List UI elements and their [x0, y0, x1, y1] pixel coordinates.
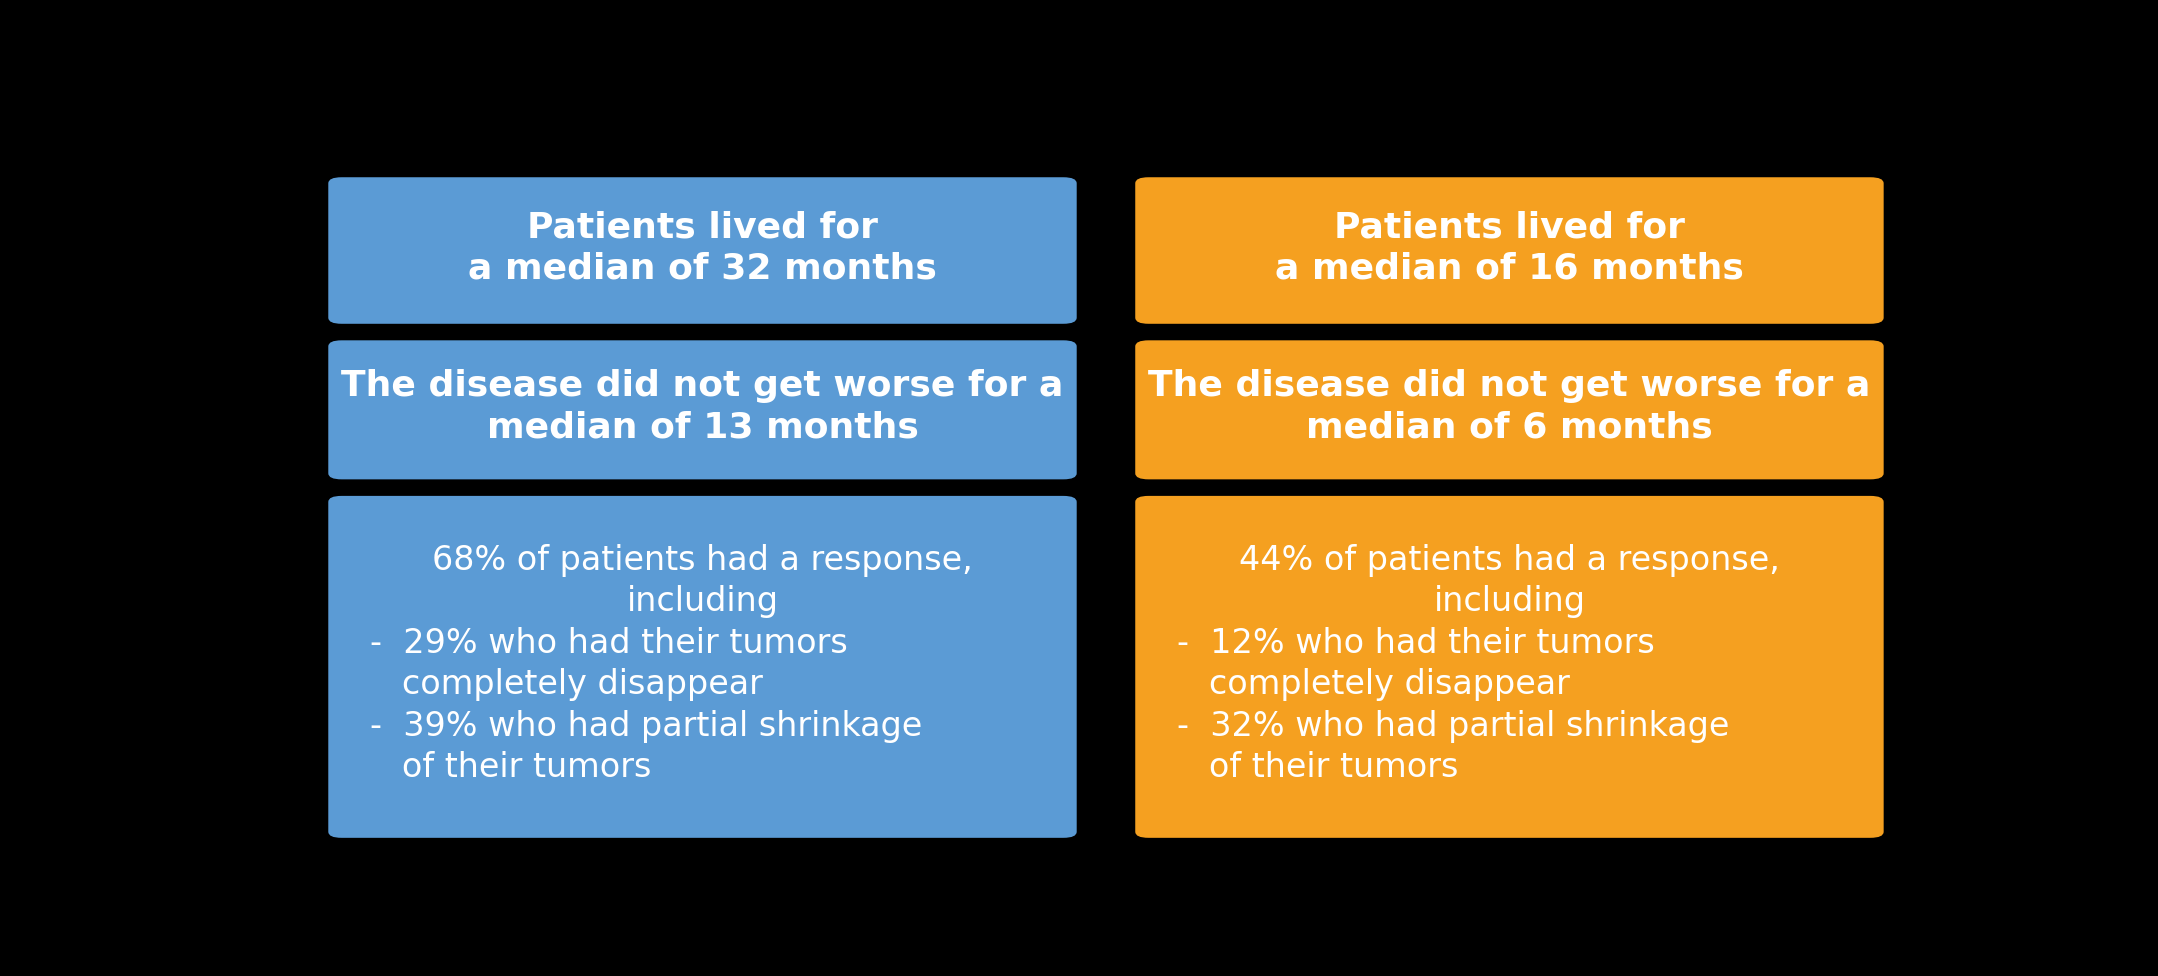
- Text: -  32% who had partial shrinkage: - 32% who had partial shrinkage: [1176, 710, 1729, 743]
- Text: a median of 32 months: a median of 32 months: [468, 252, 937, 286]
- Text: of their tumors: of their tumors: [371, 752, 652, 785]
- Text: median of 6 months: median of 6 months: [1306, 411, 1713, 445]
- Text: of their tumors: of their tumors: [1176, 752, 1459, 785]
- Text: -  12% who had their tumors: - 12% who had their tumors: [1176, 627, 1655, 660]
- Text: -  39% who had partial shrinkage: - 39% who had partial shrinkage: [371, 710, 921, 743]
- Text: The disease did not get worse for a: The disease did not get worse for a: [341, 369, 1064, 403]
- Text: including: including: [626, 586, 779, 619]
- Text: 44% of patients had a response,: 44% of patients had a response,: [1239, 544, 1780, 577]
- FancyBboxPatch shape: [1135, 496, 1884, 837]
- FancyBboxPatch shape: [1135, 341, 1884, 479]
- Text: including: including: [1433, 586, 1586, 619]
- FancyBboxPatch shape: [328, 496, 1077, 837]
- FancyBboxPatch shape: [328, 178, 1077, 324]
- Text: a median of 16 months: a median of 16 months: [1275, 252, 1744, 286]
- Text: completely disappear: completely disappear: [1176, 669, 1569, 702]
- Text: The disease did not get worse for a: The disease did not get worse for a: [1148, 369, 1871, 403]
- Text: completely disappear: completely disappear: [371, 669, 764, 702]
- FancyBboxPatch shape: [1135, 178, 1884, 324]
- Text: Patients lived for: Patients lived for: [1334, 210, 1685, 244]
- FancyBboxPatch shape: [328, 341, 1077, 479]
- Text: median of 13 months: median of 13 months: [486, 411, 919, 445]
- Text: -  29% who had their tumors: - 29% who had their tumors: [371, 627, 848, 660]
- Text: Patients lived for: Patients lived for: [527, 210, 878, 244]
- Text: 68% of patients had a response,: 68% of patients had a response,: [432, 544, 973, 577]
